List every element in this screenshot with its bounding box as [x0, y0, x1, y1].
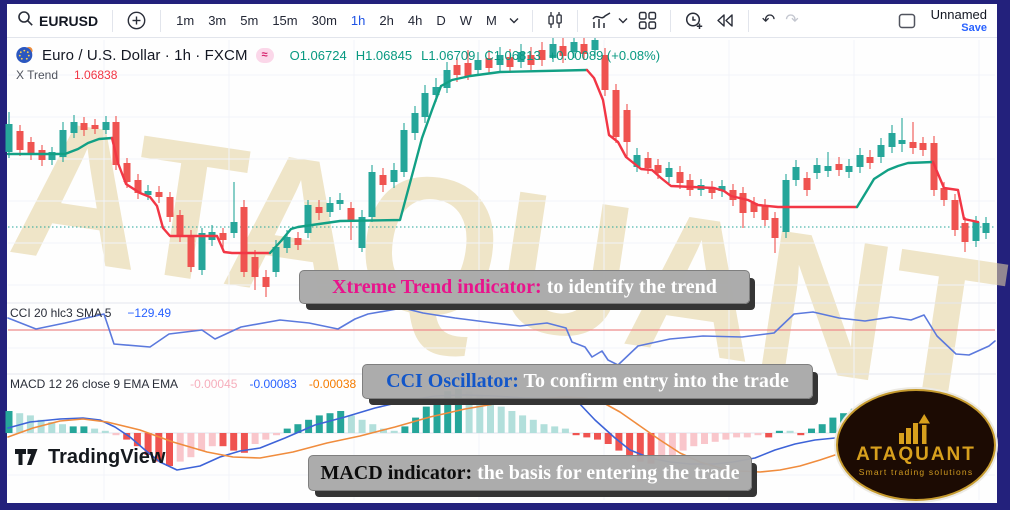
banner-text: the basis for entering the trade — [472, 461, 740, 484]
xtrend-label[interactable]: X Trend — [16, 68, 59, 82]
banner-highlight: CCI Oscillator: — [386, 370, 519, 392]
interval-chevron-icon[interactable] — [504, 17, 524, 24]
cci-value: −129.49 — [127, 306, 172, 320]
indicators-chevron-icon[interactable] — [618, 17, 633, 24]
interval-W-button[interactable]: W — [459, 13, 472, 28]
interval-1h-button[interactable]: 1h — [350, 13, 366, 28]
interval-15m-button[interactable]: 15m — [272, 13, 298, 28]
tradingview-wordmark: TradingView — [48, 446, 166, 468]
interval-4h-button[interactable]: 4h — [407, 13, 423, 28]
compare-add-icon[interactable] — [121, 10, 152, 31]
candles-style-icon[interactable] — [541, 11, 569, 30]
ohlc-l: L1.06709 — [421, 47, 476, 63]
top-toolbar: EURUSD 1m 3m 5m 15m 30m 1h 2h 4h D W M — [7, 4, 997, 38]
alert-plus-icon[interactable] — [679, 11, 710, 31]
interval-30m-button[interactable]: 30m — [311, 13, 337, 28]
symbol-legend[interactable]: Euro / U.S. Dollar · 1h · FXCM ≈ O1.0672… — [16, 46, 660, 64]
macd-hist-value: -0.00045 — [190, 377, 238, 391]
indicators-icon[interactable] — [586, 11, 618, 30]
search-icon[interactable] — [17, 10, 34, 32]
macd-label[interactable]: MACD 12 26 close 9 EMA EMA — [10, 377, 179, 391]
macd-signal-value: -0.00038 — [308, 377, 357, 391]
macd-annotation-banner: MACD indicator: the basis for entering t… — [308, 455, 752, 491]
banner-text: to identify the trend — [541, 275, 717, 298]
eurusd-pair-icon — [16, 46, 33, 63]
interval-M-button[interactable]: M — [485, 13, 497, 28]
interval-5m-button[interactable]: 5m — [240, 13, 259, 28]
toolbar-divider — [531, 9, 533, 32]
approx-badge: ≈ — [255, 47, 274, 63]
symbol-search-button[interactable]: EURUSD — [39, 12, 99, 29]
cci-legend[interactable]: CCI 20 hlc3 SMA 5 −129.49 — [10, 306, 171, 320]
save-button[interactable]: Save — [961, 21, 987, 34]
ohlc-o: O1.06724 — [289, 47, 347, 63]
ataquant-bars-icon — [899, 413, 930, 444]
change-value: +0.00089 (+0.08%) — [548, 47, 661, 63]
xtrend-value: 1.06838 — [74, 68, 118, 82]
layout-name[interactable]: Unnamed — [930, 6, 987, 22]
cci-annotation-banner: CCI Oscillator: To confirm entry into th… — [362, 364, 813, 399]
tradingview-logo[interactable]: TradingView — [15, 446, 165, 469]
cci-label[interactable]: CCI 20 hlc3 SMA 5 — [10, 306, 112, 320]
replay-icon[interactable] — [710, 12, 740, 29]
ohlc-c: C1.06813 — [484, 47, 541, 63]
redo-icon: ↷ — [785, 11, 799, 29]
ataquant-name: ATAQUANT — [856, 443, 976, 465]
ohlc-h: H1.06845 — [355, 47, 413, 63]
macd-legend[interactable]: MACD 12 26 close 9 EMA EMA -0.00045 -0.0… — [10, 377, 356, 391]
tradingview-mark-icon — [15, 449, 38, 465]
interval-1m-button[interactable]: 1m — [176, 13, 195, 28]
banner-text: To confirm entry into the trade — [518, 370, 789, 392]
ataquant-tagline: Smart trading solutions — [858, 466, 974, 477]
toolbar-divider — [576, 9, 578, 32]
banner-highlight: Xtreme Trend indicator: — [332, 275, 542, 298]
interval-D-button[interactable]: D — [436, 13, 446, 28]
macd-line-value: -0.00083 — [249, 377, 297, 391]
toolbar-divider — [112, 9, 114, 32]
interval-buttons: 1m 3m 5m 15m 30m 1h 2h 4h D W M — [169, 13, 504, 28]
xtrend-annotation-banner: Xtreme Trend indicator: to identify the … — [299, 270, 750, 304]
right-panel-icon[interactable] — [893, 13, 921, 29]
ataquant-logo: ATAQUANT Smart trading solutions — [836, 389, 996, 501]
ohlc-values: O1.06724 H1.06845 L1.06709 C1.06813 — [290, 48, 541, 63]
toolbar-divider — [747, 9, 749, 32]
interval-2h-button[interactable]: 2h — [379, 13, 394, 28]
toolbar-divider — [160, 9, 162, 32]
banner-highlight: MACD indicator: — [320, 461, 473, 484]
toolbar-divider — [669, 9, 671, 32]
pair-title[interactable]: Euro / U.S. Dollar · 1h · FXCM — [42, 46, 248, 64]
interval-3m-button[interactable]: 3m — [208, 13, 227, 28]
layout-grid-icon[interactable] — [633, 11, 662, 30]
layout-name-block[interactable]: Unnamed Save — [930, 6, 987, 34]
xtrend-legend[interactable]: X Trend 1.06838 — [16, 68, 117, 82]
undo-icon[interactable]: ↶ — [761, 11, 776, 29]
